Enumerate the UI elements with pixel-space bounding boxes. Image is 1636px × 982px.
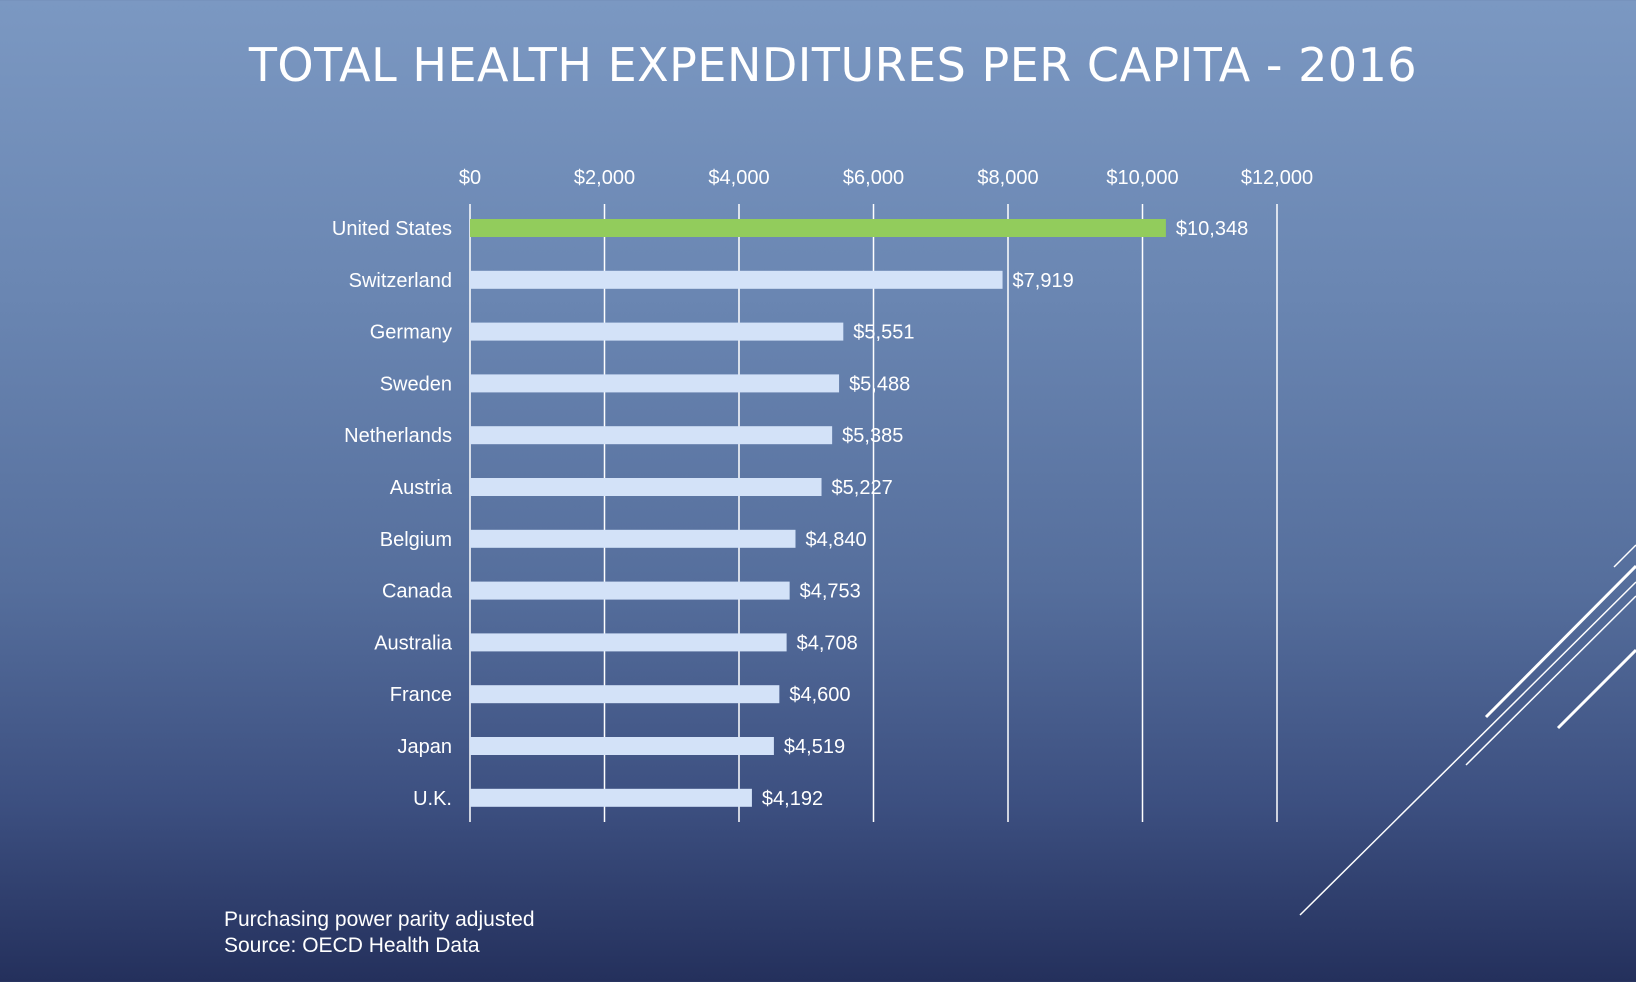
category-label: Belgium [380, 529, 452, 551]
decor-line [1299, 581, 1636, 916]
data-labels: $10,348 $7,919 $5,551 $5,488 $5,385 $5,227 $4,… [762, 218, 1248, 810]
data-label: $4,708 [797, 632, 858, 654]
category-label: United States [332, 218, 452, 240]
bar [470, 685, 780, 704]
data-label: $4,753 [800, 581, 861, 603]
bar [470, 633, 787, 652]
x-axis-tick-labels: $0 $2,000 $4,000 $6,000 $8,000 $10,000 $12,000 [459, 167, 1313, 189]
data-label: $10,348 [1176, 218, 1248, 240]
bar [470, 529, 796, 548]
data-label: $4,519 [784, 736, 845, 758]
data-label: $5,488 [849, 373, 910, 395]
decor-line [1556, 648, 1636, 730]
category-label: Switzerland [349, 270, 452, 292]
category-label: Australia [374, 632, 453, 654]
category-label: Sweden [380, 373, 452, 395]
y-axis-category-labels: United States Switzerland Germany Sweden Net… [332, 218, 453, 810]
bar [470, 219, 1166, 237]
category-label: Canada [382, 581, 453, 603]
data-label: $4,600 [789, 684, 850, 706]
data-label: $5,551 [853, 322, 914, 344]
bar [470, 788, 752, 807]
footnote-ppp: Purchasing power parity adjusted [224, 908, 535, 931]
bar [470, 737, 774, 755]
data-label: $4,192 [762, 788, 823, 810]
decor-line [1613, 544, 1636, 568]
category-label: U.K. [413, 788, 452, 810]
category-label: France [390, 684, 452, 706]
x-tick-label: $10,000 [1106, 167, 1178, 189]
data-label: $4,840 [805, 529, 866, 551]
category-label: Austria [390, 477, 453, 499]
x-tick-label: $0 [459, 167, 481, 189]
decor-line [1484, 564, 1636, 719]
bar [470, 478, 822, 496]
bar [470, 581, 790, 600]
bar [470, 322, 844, 341]
gridlines [469, 204, 1278, 822]
x-tick-label: $6,000 [843, 167, 904, 189]
data-label: $7,919 [1013, 270, 1074, 292]
bar [470, 426, 833, 445]
x-tick-label: $12,000 [1241, 167, 1313, 189]
footnote-source: Source: OECD Health Data [224, 934, 480, 957]
x-tick-label: $4,000 [708, 167, 769, 189]
data-label: $5,227 [832, 477, 893, 499]
category-label: Germany [370, 322, 452, 344]
chart-title: TOTAL HEALTH EXPENDITURES PER CAPITA - 2… [248, 38, 1418, 92]
x-tick-label: $8,000 [977, 167, 1038, 189]
bar [470, 374, 840, 393]
bar [470, 270, 1003, 289]
category-label: Netherlands [344, 425, 452, 447]
category-label: Japan [398, 736, 453, 758]
decor-line [1465, 595, 1636, 766]
bars [470, 219, 1166, 807]
data-label: $5,385 [842, 425, 903, 447]
x-tick-label: $2,000 [574, 167, 635, 189]
